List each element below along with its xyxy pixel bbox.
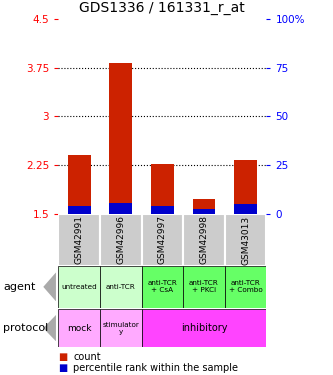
Bar: [109, 63, 132, 214]
Polygon shape: [43, 272, 56, 302]
Bar: [225, 266, 266, 308]
Bar: [100, 214, 142, 266]
Text: GSM42991: GSM42991: [75, 216, 84, 264]
Polygon shape: [43, 315, 56, 341]
Bar: [151, 206, 174, 214]
Text: stimulator
y: stimulator y: [102, 322, 139, 334]
Title: GDS1336 / 161331_r_at: GDS1336 / 161331_r_at: [80, 1, 245, 15]
Bar: [58, 309, 100, 347]
Bar: [142, 214, 183, 266]
Text: mock: mock: [67, 324, 91, 333]
Text: anti-TCR: anti-TCR: [106, 284, 136, 290]
Bar: [142, 266, 183, 308]
Text: protocol: protocol: [3, 323, 49, 333]
Text: GSM42997: GSM42997: [158, 216, 167, 264]
Text: ■: ■: [58, 352, 68, 362]
Bar: [58, 266, 100, 308]
Bar: [234, 160, 257, 214]
Bar: [109, 203, 132, 214]
Bar: [58, 214, 100, 266]
Bar: [192, 209, 215, 214]
Bar: [68, 155, 91, 214]
Bar: [183, 214, 225, 266]
Text: GSM42998: GSM42998: [199, 216, 208, 264]
Text: percentile rank within the sample: percentile rank within the sample: [73, 363, 238, 373]
Text: inhibitory: inhibitory: [181, 323, 227, 333]
Text: agent: agent: [3, 282, 36, 292]
Text: GSM43013: GSM43013: [241, 215, 250, 265]
Text: ■: ■: [58, 363, 68, 373]
Bar: [183, 266, 225, 308]
Text: count: count: [73, 352, 101, 362]
Bar: [151, 164, 174, 214]
Bar: [225, 214, 266, 266]
Bar: [142, 309, 266, 347]
Text: GSM42996: GSM42996: [116, 216, 125, 264]
Text: anti-TCR
+ Combo: anti-TCR + Combo: [229, 280, 262, 293]
Text: untreated: untreated: [61, 284, 97, 290]
Bar: [234, 204, 257, 214]
Bar: [100, 309, 142, 347]
Bar: [100, 266, 142, 308]
Bar: [68, 206, 91, 214]
Text: anti-TCR
+ CsA: anti-TCR + CsA: [148, 280, 177, 293]
Text: anti-TCR
+ PKCi: anti-TCR + PKCi: [189, 280, 219, 293]
Bar: [192, 200, 215, 214]
